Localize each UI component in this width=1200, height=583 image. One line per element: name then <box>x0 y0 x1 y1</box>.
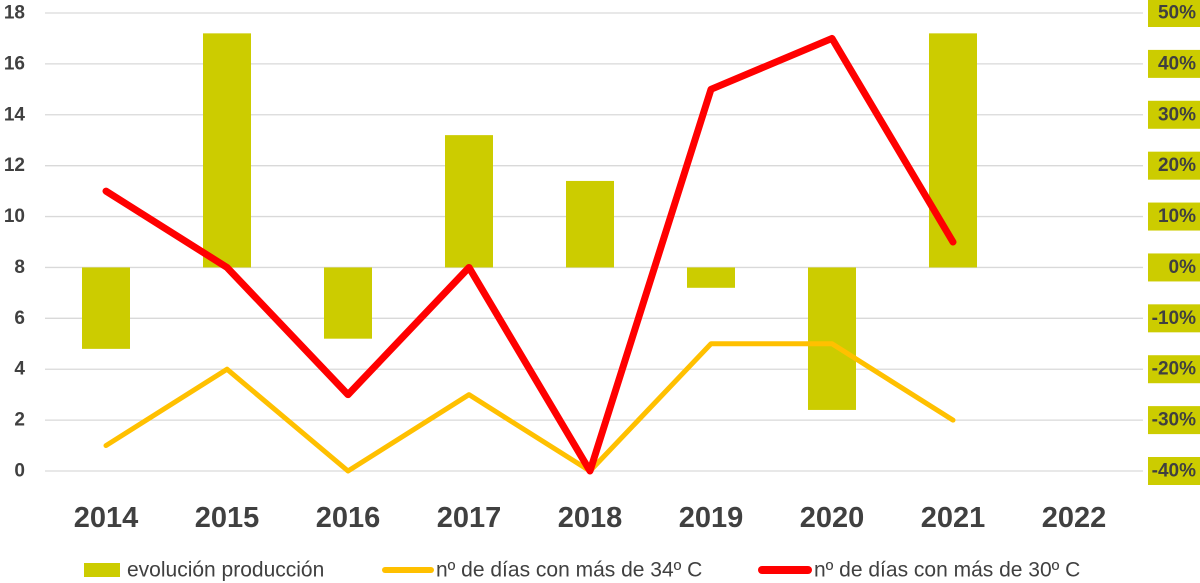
legend-label: evolución producción <box>127 559 324 582</box>
x-tick-label: 2015 <box>195 502 260 534</box>
left-tick-label: 18 <box>4 3 25 24</box>
left-tick-label: 2 <box>14 410 25 431</box>
bar-2015 <box>203 33 251 268</box>
legend-label: nº de días con más de 34º C <box>436 559 702 582</box>
right-tick-background <box>1148 304 1200 333</box>
left-tick-label: 6 <box>14 308 25 329</box>
right-axis-ticks: -40% -30% -20% -10% 0% 10% 20% 30% 40% 50% <box>1148 0 1200 485</box>
legend-swatch-bar <box>84 563 120 577</box>
x-tick-label: 2016 <box>316 502 381 534</box>
legend-label: nº de días con más de 30º C <box>814 559 1080 582</box>
bar-2020 <box>808 267 856 410</box>
right-tick-label: 0% <box>1169 257 1197 278</box>
left-tick-label: 16 <box>4 53 25 74</box>
x-axis-ticks: 2014 2015 2016 2017 2018 2019 2020 2021 2022 <box>74 502 1107 534</box>
right-tick-label: 10% <box>1158 206 1196 227</box>
right-tick-label: 40% <box>1158 53 1196 74</box>
left-tick-label: 12 <box>4 155 25 176</box>
right-tick-background <box>1148 151 1200 180</box>
right-tick-background <box>1148 202 1200 231</box>
line-series-2 <box>102 34 957 475</box>
right-tick-background <box>1148 100 1200 129</box>
right-tick-background <box>1148 355 1200 384</box>
left-tick-label: 10 <box>4 206 25 227</box>
x-tick-label: 2019 <box>679 502 744 534</box>
bar-2018 <box>566 180 614 268</box>
x-tick-label: 2022 <box>1042 502 1107 534</box>
x-tick-label: 2017 <box>437 502 502 534</box>
bar-2014 <box>82 267 130 349</box>
bar-series <box>82 33 977 410</box>
line-series <box>102 34 957 475</box>
x-tick-label: 2018 <box>558 502 623 534</box>
right-tick-label: -40% <box>1152 461 1196 482</box>
right-tick-label: 20% <box>1158 155 1196 176</box>
bar-2016 <box>324 267 372 339</box>
right-tick-background <box>1148 253 1200 282</box>
left-axis-ticks: 0 2 4 6 8 10 12 14 16 18 <box>4 3 26 482</box>
bar-2021 <box>929 33 977 268</box>
left-tick-label: 4 <box>14 359 25 380</box>
x-tick-label: 2014 <box>74 502 139 534</box>
left-tick-label: 14 <box>4 104 26 125</box>
right-tick-background <box>1148 406 1200 435</box>
right-tick-background <box>1148 457 1200 485</box>
left-tick-label: 0 <box>14 461 25 482</box>
legend: evolución producción nº de días con más d… <box>84 559 1080 582</box>
line-series-1 <box>103 341 956 474</box>
right-tick-background <box>1148 0 1200 28</box>
x-tick-label: 2021 <box>921 502 986 534</box>
bar-2019 <box>687 267 735 288</box>
left-tick-label: 8 <box>14 257 25 278</box>
right-tick-label: -30% <box>1152 410 1196 431</box>
right-tick-label: 30% <box>1158 104 1196 125</box>
right-tick-label: -20% <box>1152 359 1196 380</box>
right-tick-label: -10% <box>1152 308 1196 329</box>
right-tick-label: 50% <box>1158 3 1196 24</box>
x-tick-label: 2020 <box>800 502 865 534</box>
right-tick-background <box>1148 49 1200 78</box>
bar-2017 <box>445 135 493 268</box>
